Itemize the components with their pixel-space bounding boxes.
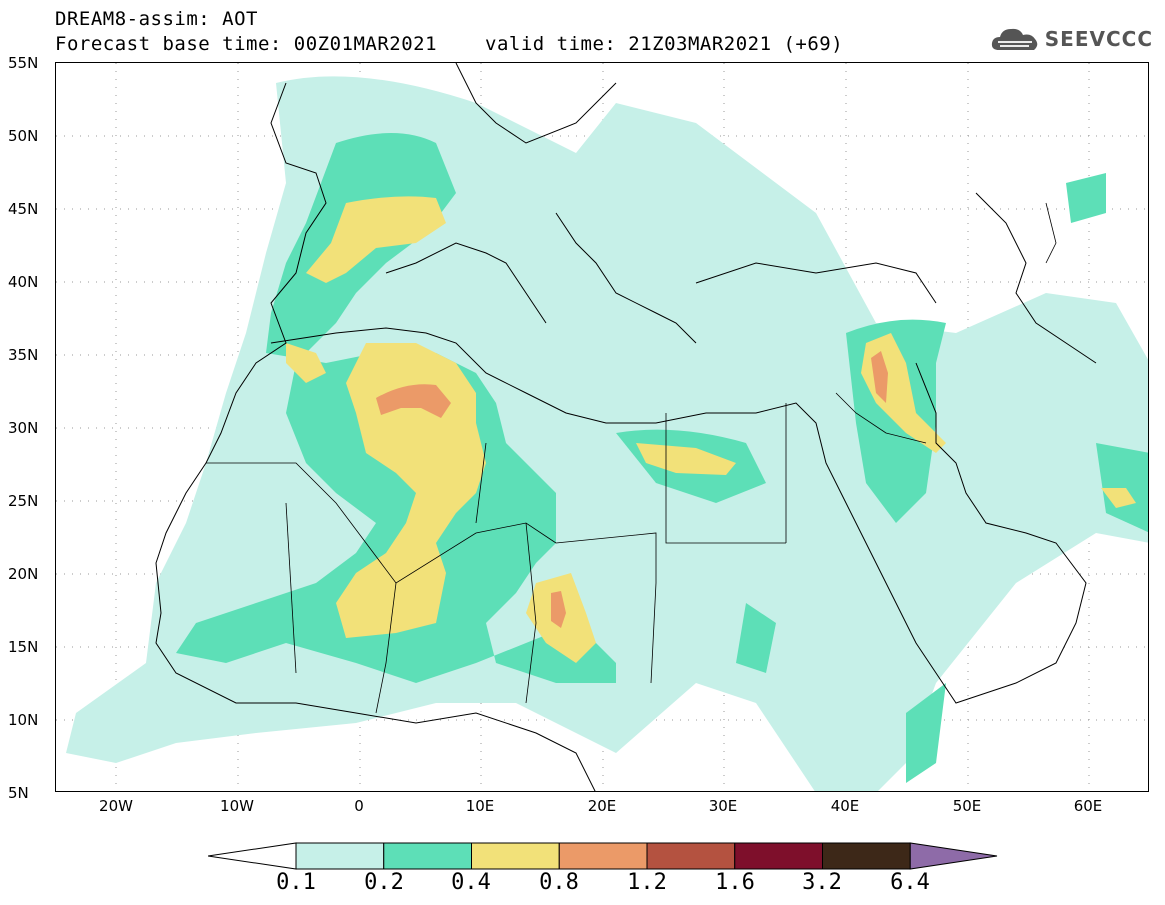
lat-label: 25N [8, 492, 39, 510]
lon-label: 40E [830, 797, 860, 815]
lat-label: 50N [8, 127, 39, 145]
lat-label: 5N [8, 784, 29, 802]
colorbar-label: 1.6 [715, 870, 755, 895]
valid-time: valid time: 21Z03MAR2021 (+69) [485, 33, 844, 55]
lat-label: 15N [8, 638, 39, 656]
colorbar-label: 6.4 [890, 870, 930, 895]
lat-label: 55N [8, 54, 39, 72]
forecast-base-time: Forecast base time: 00Z01MAR2021 [55, 33, 438, 55]
lon-label: 50E [952, 797, 982, 815]
lat-label: 30N [8, 419, 39, 437]
colorbar-label: 3.2 [802, 870, 842, 895]
aot-level-4 [376, 351, 888, 628]
lon-label: 30E [708, 797, 738, 815]
colorbar-label: 0.1 [276, 870, 316, 895]
cloud-icon [991, 28, 1038, 50]
coastlines [155, 63, 1097, 791]
aot-level-3 [286, 196, 1136, 663]
colorbar-label: 0.4 [451, 870, 491, 895]
colorbar-label: 0.8 [539, 870, 579, 895]
lon-label: 10E [465, 797, 495, 815]
lat-label: 10N [8, 711, 39, 729]
colorbar-cell [471, 842, 560, 870]
colorbar-cell [646, 842, 736, 870]
country-borders [206, 202, 1057, 714]
colorbar-cell [734, 842, 823, 870]
colorbar-cell [383, 842, 472, 870]
colorbar-under-triangle [208, 842, 297, 870]
seevccc-logo: SEEVCCC [989, 24, 1153, 54]
colorbar-label: 0.2 [364, 870, 404, 895]
map-panel [55, 62, 1149, 792]
map-title: DREAM8-assim: AOT [55, 8, 258, 30]
lon-label: 60E [1073, 797, 1103, 815]
lon-label: 10W [220, 797, 254, 815]
logo-text: SEEVCCC [1044, 27, 1153, 51]
lon-label: 0 [354, 797, 364, 815]
lat-label: 20N [8, 565, 39, 583]
aot-map [56, 63, 1148, 791]
aot-level-1 [66, 76, 1148, 791]
colorbar-label: 1.2 [627, 870, 667, 895]
lat-label: 35N [8, 346, 39, 364]
colorbar-cells [208, 842, 998, 870]
lon-label: 20W [99, 797, 133, 815]
colorbar-cell [295, 842, 385, 870]
lat-label: 40N [8, 273, 39, 291]
lat-label: 45N [8, 200, 39, 218]
colorbar [208, 842, 998, 870]
colorbar-cell [558, 842, 648, 870]
lon-label: 20E [587, 797, 617, 815]
colorbar-cell [822, 842, 911, 870]
colorbar-over-triangle [909, 842, 998, 870]
